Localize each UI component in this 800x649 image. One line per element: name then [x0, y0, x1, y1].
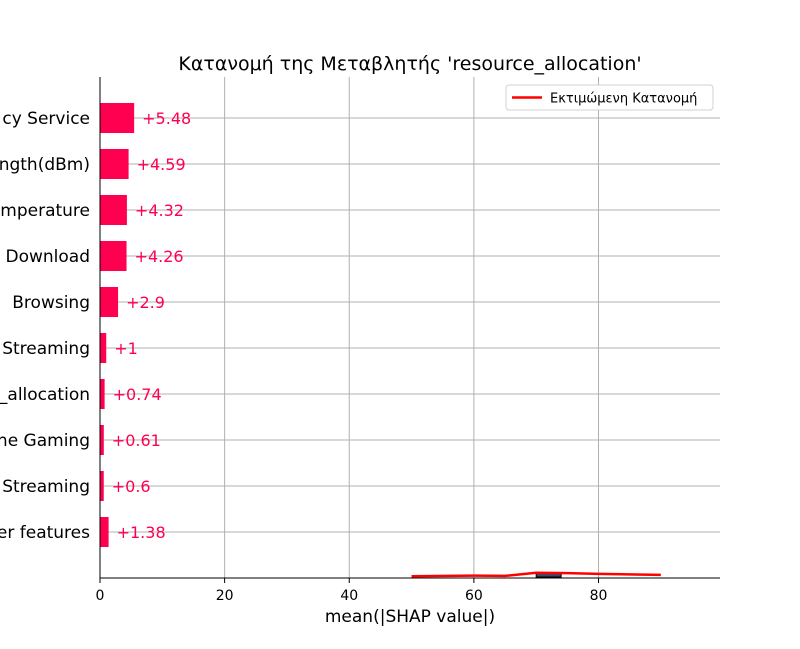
- bar: [100, 425, 104, 455]
- category-label: mperature: [0, 201, 90, 221]
- legend: Εκτιμώμενη Κατανομή: [505, 84, 714, 111]
- axes: 0 20 40 60 80: [96, 77, 720, 604]
- chart-title: Κατανομή της Μεταβλητής 'resource_alloca…: [178, 53, 641, 75]
- bar: [100, 103, 135, 133]
- category-label: Streaming: [2, 339, 90, 359]
- category-label: er features: [0, 523, 90, 543]
- legend-box: [505, 84, 714, 111]
- bar: [100, 149, 129, 179]
- labels: cy Service +5.48 ngth(dBm) +4.59 mperature +4…: [0, 109, 191, 543]
- category-label: _allocation: [0, 385, 90, 405]
- category-label: Download: [5, 247, 90, 267]
- distribution-overlay: [411, 571, 661, 578]
- value-label: +4.26: [135, 247, 184, 266]
- bar: [100, 379, 105, 409]
- legend-label: Εκτιμώμενη Κατανομή: [550, 92, 697, 107]
- value-label: +5.48: [142, 109, 191, 128]
- value-label: +2.9: [126, 293, 165, 312]
- category-label: Streaming: [2, 477, 90, 497]
- bar: [100, 517, 109, 547]
- category-label: ne Gaming: [0, 431, 90, 451]
- value-label: +1: [114, 339, 138, 358]
- value-label: +0.6: [112, 477, 151, 496]
- value-label: +4.32: [135, 201, 184, 220]
- bar: [100, 333, 107, 363]
- x-axis-label: mean(|SHAP value|): [325, 607, 495, 627]
- value-label: +1.38: [117, 523, 166, 542]
- value-label: +0.74: [113, 385, 162, 404]
- bar: [100, 287, 119, 317]
- bar: [100, 195, 127, 225]
- bar: [100, 241, 127, 271]
- value-label: +4.59: [137, 155, 186, 174]
- gridlines: [100, 77, 720, 578]
- x-tick-label: 60: [465, 588, 483, 604]
- estimated-distribution-line: [411, 571, 661, 578]
- category-label: ngth(dBm): [0, 155, 90, 175]
- x-tick-label: 0: [96, 588, 105, 604]
- bars: [100, 103, 135, 547]
- x-tick-label: 80: [590, 588, 608, 604]
- x-tick-label: 20: [216, 588, 234, 604]
- bar: [100, 471, 104, 501]
- x-tick-label: 40: [340, 588, 358, 604]
- category-label: cy Service: [2, 109, 90, 129]
- value-label: +0.61: [112, 431, 161, 450]
- category-label: Browsing: [12, 293, 90, 313]
